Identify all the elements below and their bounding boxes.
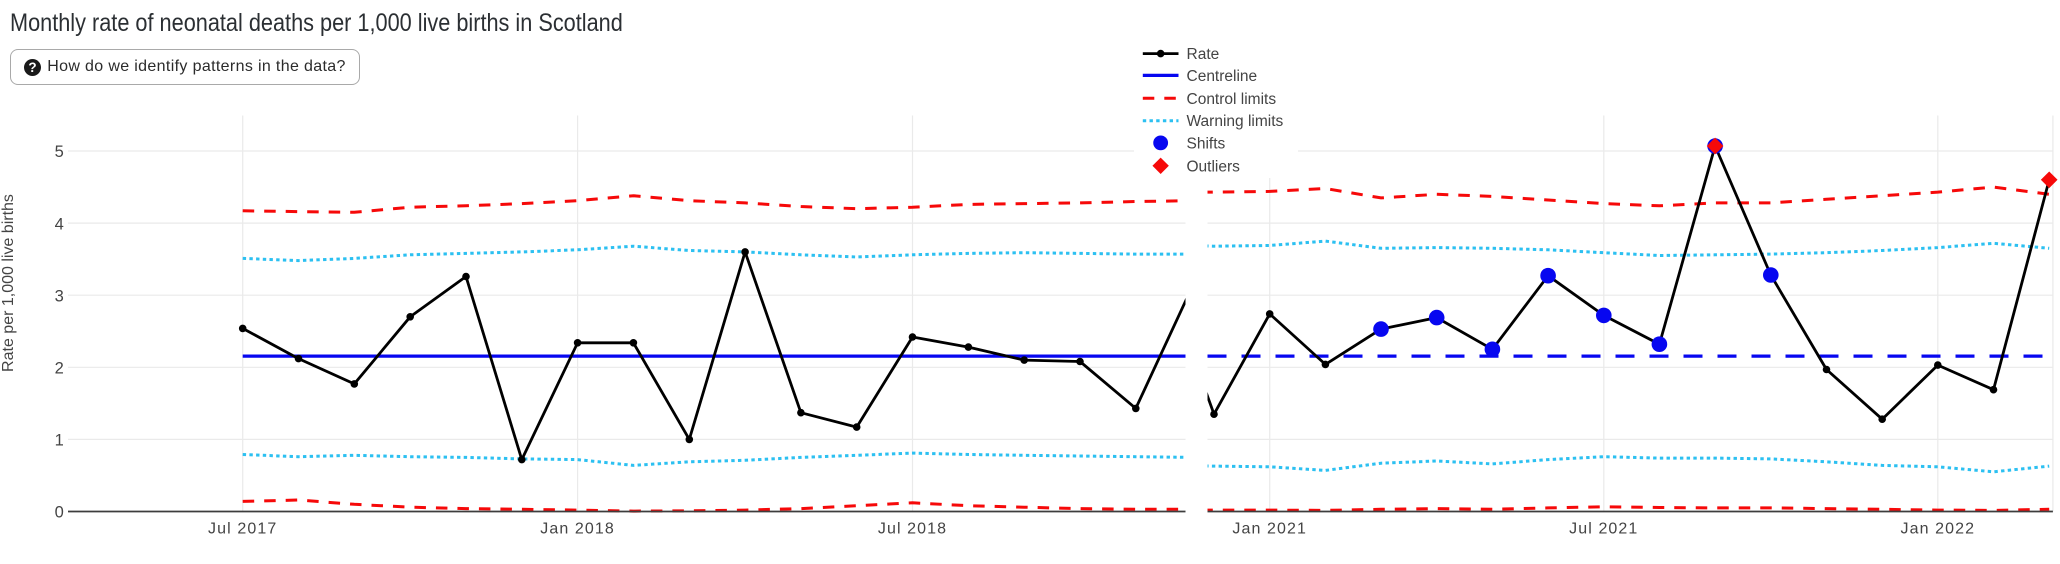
svg-text:Jan 2018: Jan 2018 <box>540 520 615 537</box>
svg-text:Control limits: Control limits <box>1187 91 1277 108</box>
svg-text:4: 4 <box>55 215 64 233</box>
svg-text:1: 1 <box>55 432 64 450</box>
svg-text:Warning limits: Warning limits <box>1187 113 1284 130</box>
svg-text:5: 5 <box>55 143 64 161</box>
svg-text:Jul 2017: Jul 2017 <box>208 520 277 537</box>
svg-text:0: 0 <box>55 504 64 522</box>
svg-text:Shifts: Shifts <box>1187 135 1226 152</box>
svg-text:2: 2 <box>55 360 64 378</box>
svg-text:Rate per 1,000 live births: Rate per 1,000 live births <box>0 194 17 372</box>
svg-text:Jul 2018: Jul 2018 <box>878 520 947 537</box>
svg-text:Outliers: Outliers <box>1187 158 1241 175</box>
svg-text:Jan 2021: Jan 2021 <box>1232 520 1307 537</box>
svg-text:3: 3 <box>55 287 64 305</box>
svg-text:Rate: Rate <box>1187 46 1220 63</box>
svg-text:Jan 2022: Jan 2022 <box>1900 520 1975 537</box>
svg-text:Jul 2021: Jul 2021 <box>1569 520 1638 537</box>
svg-text:Centreline: Centreline <box>1187 68 1258 85</box>
